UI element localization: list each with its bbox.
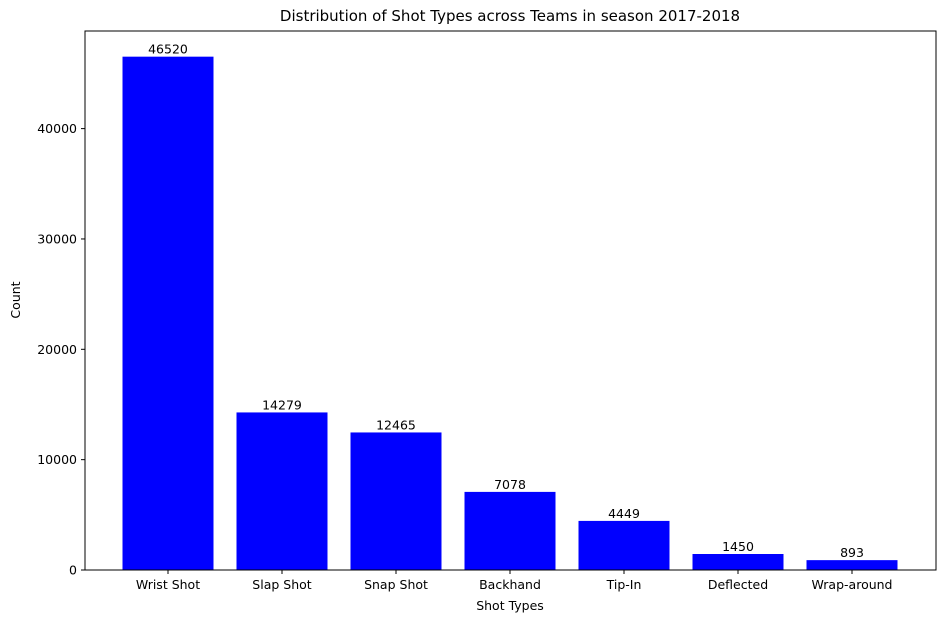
bar-snap-shot [350,432,442,570]
data-label-slap-shot: 14279 [262,397,302,412]
bar-tip-in [578,520,670,570]
y-axis-ticks: 0 10000 20000 30000 40000 [37,121,85,578]
data-label-wrap-around: 893 [840,545,864,560]
x-tick-label-wrap-around: Wrap-around [812,577,893,592]
y-tick-label-0: 0 [69,563,77,578]
chart-title: Distribution of Shot Types across Teams … [280,7,740,25]
bar-slap-shot [236,412,328,570]
x-tick-label-wrist-shot: Wrist Shot [136,577,200,592]
x-axis-ticks: Wrist Shot Slap Shot Snap Shot Backhand Tip-… [136,570,893,592]
data-label-wrist-shot: 46520 [148,42,188,57]
x-tick-label-deflected: Deflected [708,577,768,592]
bar-wrist-shot [122,56,214,570]
plot-area-frame [84,30,937,571]
bar-wrap-around [806,560,898,570]
bar-deflected [692,553,784,570]
data-label-tip-in: 4449 [608,506,640,521]
bars-layer: 46520 14279 12465 7078 4449 1450 893 [122,42,898,570]
y-axis-label: Count [8,281,23,318]
x-tick-label-snap-shot: Snap Shot [364,577,428,592]
x-tick-label-slap-shot: Slap Shot [252,577,311,592]
y-tick-label-20000: 20000 [37,342,77,357]
x-axis-label: Shot Types [476,598,544,613]
y-tick-label-40000: 40000 [37,121,77,136]
data-label-deflected: 1450 [722,539,754,554]
y-tick-label-10000: 10000 [37,452,77,467]
data-label-backhand: 7078 [494,477,526,492]
x-tick-label-backhand: Backhand [479,577,541,592]
data-label-snap-shot: 12465 [376,417,416,432]
x-tick-label-tip-in: Tip-In [606,577,642,592]
y-tick-label-30000: 30000 [37,231,77,246]
bar-backhand [464,491,556,570]
